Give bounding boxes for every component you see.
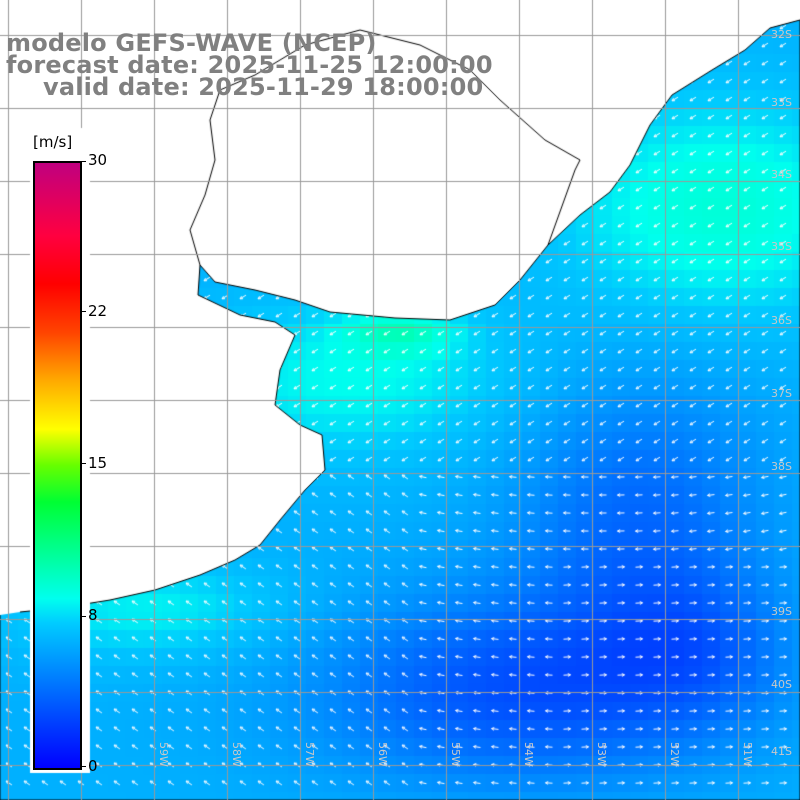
lat-label: 33S — [771, 96, 792, 109]
lat-label: 38S — [771, 460, 792, 473]
lon-label: 54W — [522, 742, 535, 767]
colorbar-unit: [m/s] — [33, 133, 73, 151]
lat-label: 35S — [771, 240, 792, 253]
colorbar-tick — [80, 161, 86, 162]
lon-label: 55W — [449, 742, 462, 767]
lon-label: 51W — [741, 742, 754, 767]
lat-label: 32S — [771, 28, 792, 41]
colorbar-tick — [80, 616, 86, 617]
title-valid-date: valid date: 2025-11-29 18:00:00 — [43, 73, 484, 101]
colorbar-tick-label: 8 — [88, 606, 98, 624]
lon-label: 52W — [668, 742, 681, 767]
title-model: modelo GEFS-WAVE (NCEP) — [6, 29, 377, 57]
lat-label: 39S — [771, 605, 792, 618]
colorbar-tick — [80, 463, 86, 464]
colorbar — [33, 161, 82, 770]
lat-label: 41S — [771, 745, 792, 758]
colorbar-tick-label: 22 — [88, 302, 108, 320]
lon-label: 56W — [376, 742, 389, 767]
title-forecast-date: forecast date: 2025-11-25 12:00:00 — [6, 51, 493, 79]
colorbar-tick — [80, 311, 86, 312]
lat-label: 34S — [771, 168, 792, 181]
lat-label: 40S — [771, 678, 792, 691]
colorbar-tick — [80, 766, 86, 767]
lon-label: 59W — [157, 742, 170, 767]
lat-label: 36S — [771, 314, 792, 327]
colorbar-tick-label: 30 — [88, 151, 108, 169]
colorbar-tick-label: 15 — [88, 454, 108, 472]
colorbar-tick-label: 0 — [88, 757, 98, 775]
lat-label: 37S — [771, 387, 792, 400]
lon-label: 53W — [595, 742, 608, 767]
lon-label: 57W — [303, 742, 316, 767]
lon-label: 58W — [230, 742, 243, 767]
